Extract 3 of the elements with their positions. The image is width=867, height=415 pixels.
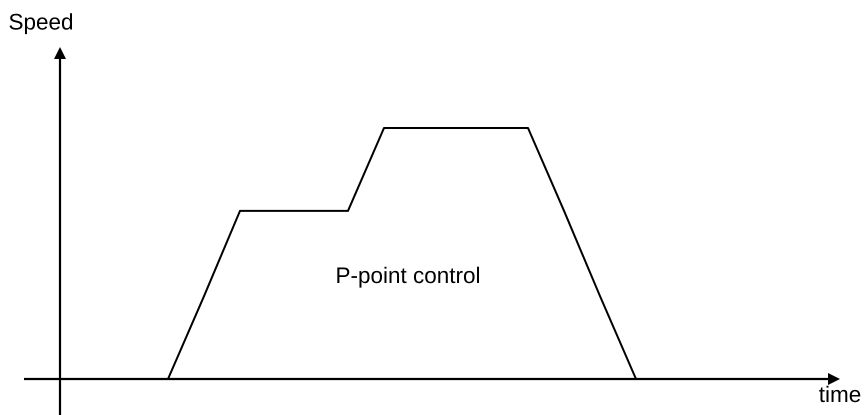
text: time: [819, 386, 860, 402]
text: Speed: [9, 13, 72, 34]
annotation: P-point control: [337, 266, 480, 288]
